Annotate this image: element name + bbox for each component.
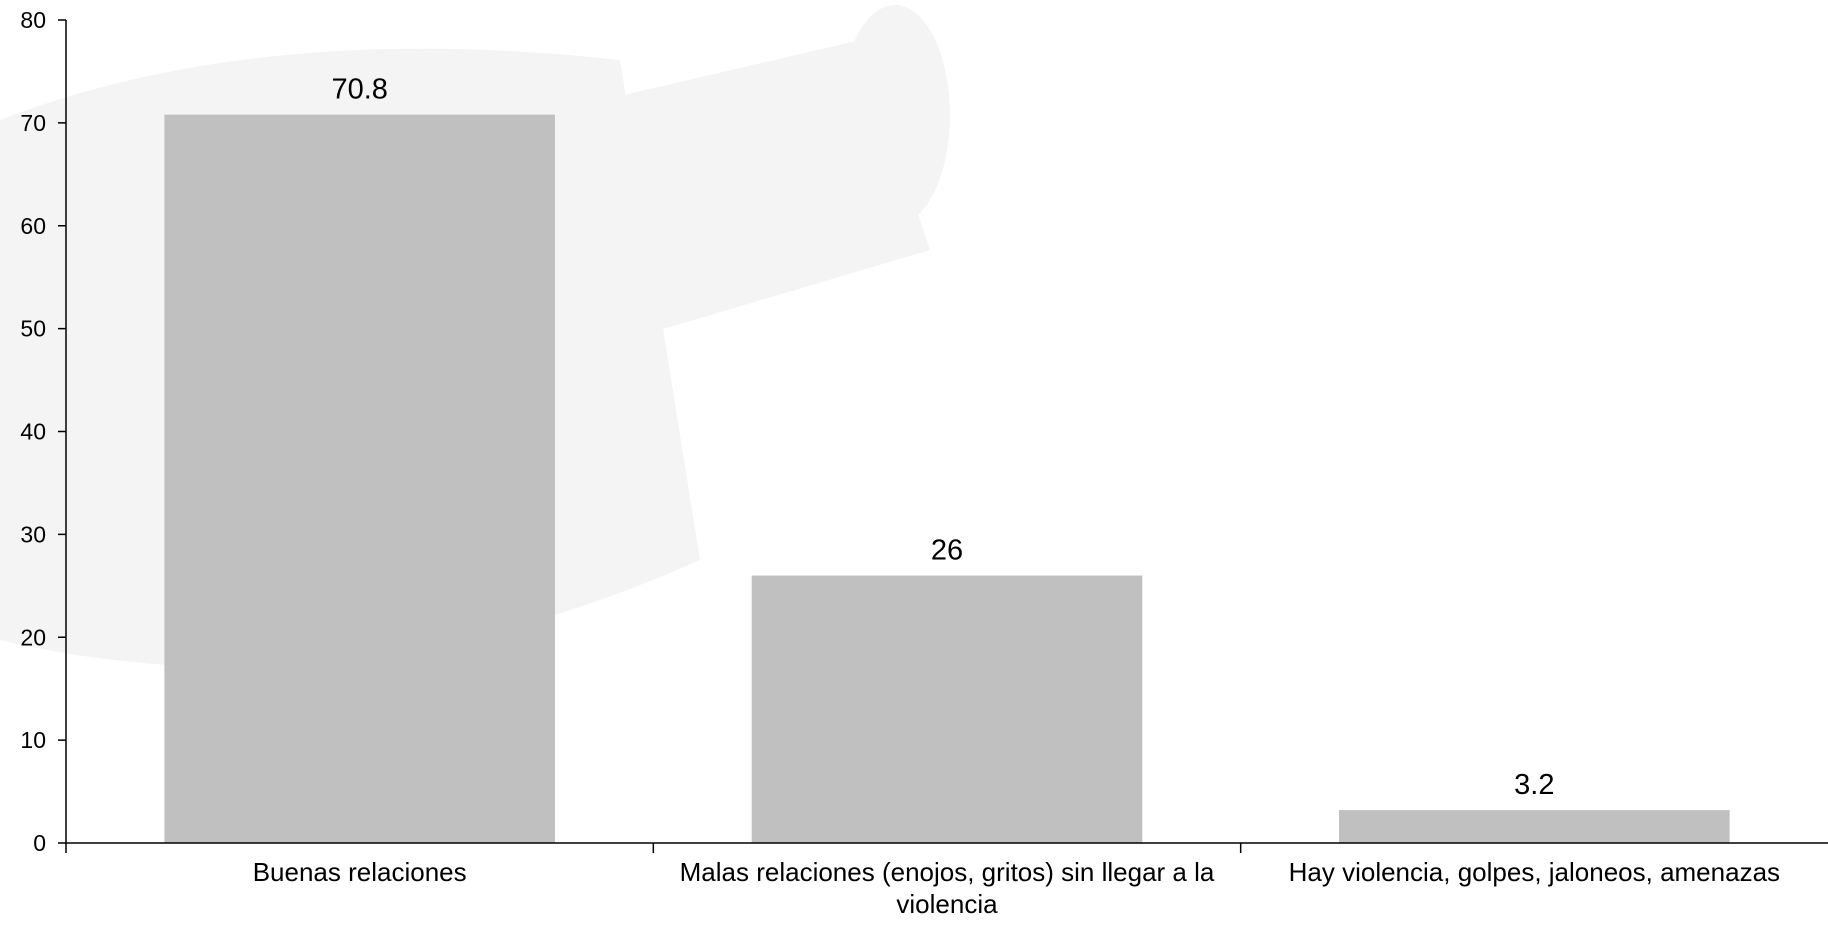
bar (164, 114, 555, 843)
x-tick-label: Hay violencia, golpes, jaloneos, amenaza… (1289, 857, 1780, 887)
y-axis: 0 10 20 30 40 50 60 70 80 (20, 7, 67, 856)
data-label: 70.8 (331, 74, 387, 106)
watermark-shape (560, 40, 930, 330)
watermark-shape (840, 5, 950, 225)
bars (164, 114, 1730, 843)
y-tick-label: 50 (20, 316, 46, 342)
y-tick-label: 60 (20, 213, 46, 239)
y-tick-label: 30 (20, 521, 46, 547)
x-tick-label: Buenas relaciones (253, 857, 467, 887)
data-label: 3.2 (1514, 769, 1554, 801)
y-tick-label: 40 (20, 419, 46, 445)
y-tick-label: 70 (20, 110, 46, 136)
y-tick-label: 80 (20, 7, 46, 33)
y-tick-label: 0 (33, 830, 46, 856)
data-label: 26 (931, 535, 963, 567)
data-labels: 70.8 26 3.2 (331, 74, 1554, 801)
x-tick-label: Malas relaciones (enojos, gritos) sin ll… (680, 857, 1215, 919)
y-tick-label: 20 (20, 624, 46, 650)
bar (751, 575, 1143, 843)
bar (1339, 810, 1730, 843)
x-axis: Buenas relaciones Malas relaciones (enojo… (65, 842, 1828, 919)
y-tick-label: 10 (20, 727, 46, 753)
